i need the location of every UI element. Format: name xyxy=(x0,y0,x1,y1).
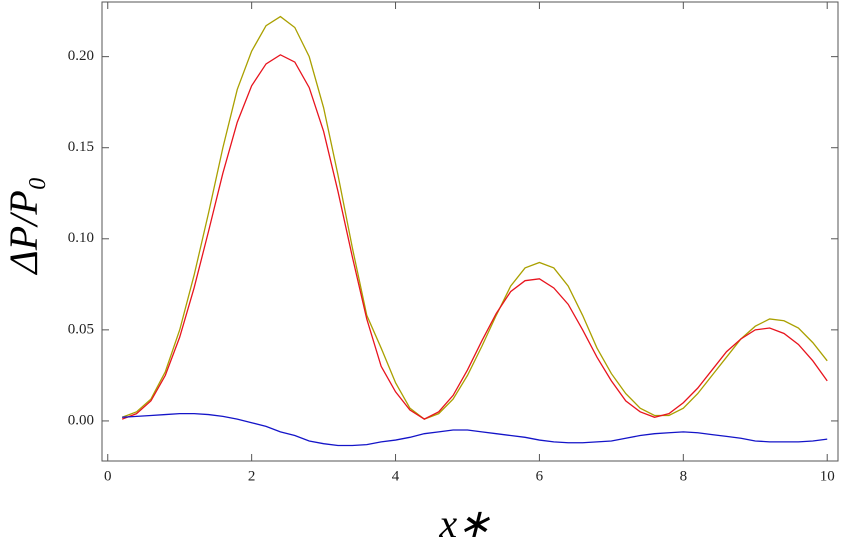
line-series xyxy=(121,15,828,420)
plot-frame xyxy=(101,1,839,462)
x-tick-label: 10 xyxy=(820,468,835,484)
y-axis-title: ΔP/P₀ xyxy=(1,176,46,275)
line-series xyxy=(122,412,828,447)
line-series xyxy=(121,54,828,420)
y-tick-label: 0.20 xyxy=(68,48,94,64)
y-tick-label: 0.10 xyxy=(68,230,94,246)
x-tick-label: 6 xyxy=(536,468,544,484)
y-tick-label: 0.00 xyxy=(68,412,94,428)
y-tick-label: 0.05 xyxy=(68,321,94,337)
y-tick-label: 0.15 xyxy=(68,139,94,155)
x-tick-label: 0 xyxy=(104,468,112,484)
x-axis-title: x∗ xyxy=(438,501,490,546)
x-tick-label: 8 xyxy=(680,468,688,484)
x-tick-label: 2 xyxy=(248,468,256,484)
x-tick-label: 4 xyxy=(392,468,400,484)
